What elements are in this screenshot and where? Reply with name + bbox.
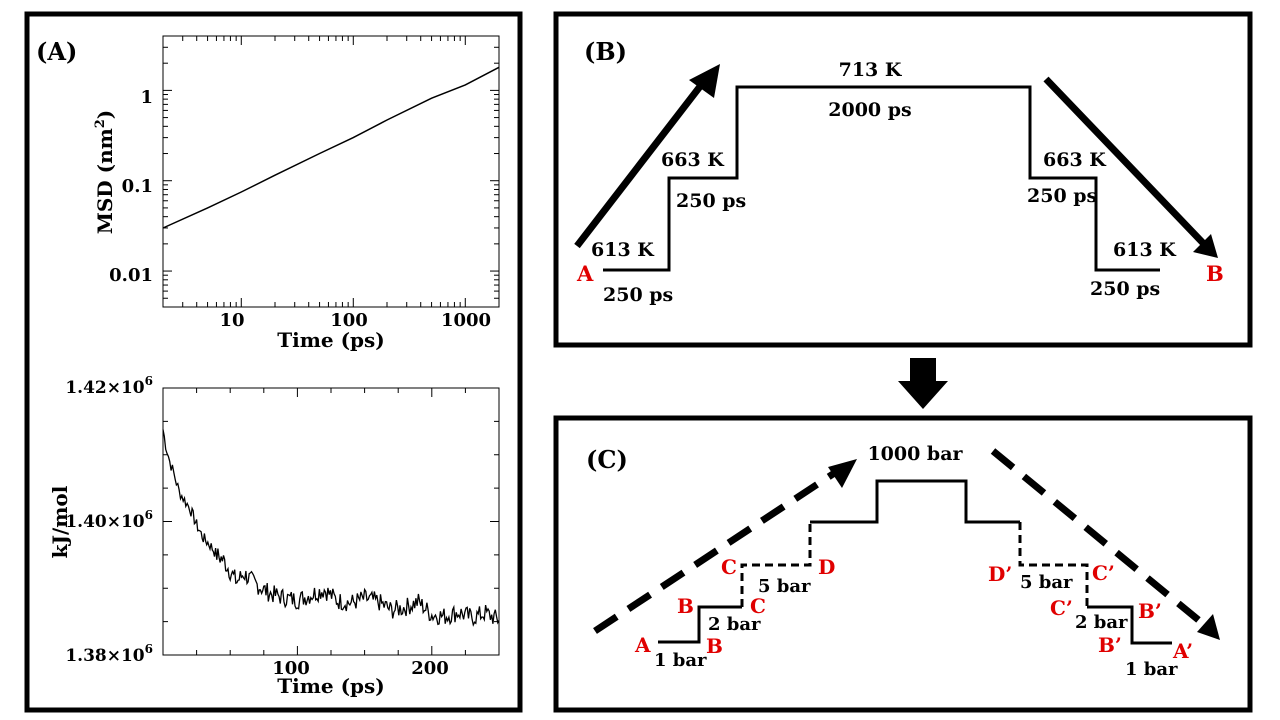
energy-y-axis-label: kJ/mol	[48, 485, 72, 558]
left-point-b-lower: B	[706, 634, 723, 658]
decompression-arrow-shaft	[990, 448, 1210, 630]
svg-text:MSD (nm2): MSD (nm2)	[93, 110, 117, 235]
pressure-steps-right-dashed	[1018, 522, 1089, 607]
panel-c: (C) 1000 bar A 1 bar B B 2 bar C C 5 bar…	[553, 415, 1253, 713]
energy-y-tick-1-38: 1.38×106	[65, 642, 153, 666]
msd-x-tick-10: 10	[219, 310, 244, 331]
right-1-bar: 1 bar	[1125, 659, 1178, 680]
right-5-bar: 5 bar	[1020, 572, 1073, 593]
step1-time: 250 ps	[603, 284, 673, 306]
left-1-bar: 1 bar	[654, 650, 707, 671]
msd-y-label-sup: 2	[93, 119, 108, 128]
step5-temp: 613 K	[1113, 239, 1177, 261]
right-point-c-upper: C’	[1092, 561, 1115, 585]
msd-y-tick-1: 1	[140, 87, 153, 108]
left-point-b-upper: B	[677, 594, 694, 618]
msd-y-label-main: MSD (nm	[93, 128, 117, 234]
right-point-b-lower: B’	[1098, 633, 1122, 657]
decompression-arrow-head	[1197, 614, 1220, 640]
compression-arrow-head	[828, 459, 857, 488]
panel-a-frame	[24, 11, 523, 713]
msd-y-axis-label: MSD (nm2)	[93, 110, 117, 235]
energy-x-tick-100: 100	[272, 658, 310, 679]
right-2-bar: 2 bar	[1075, 612, 1128, 633]
down-arrow-icon	[898, 358, 948, 409]
msd-y-tick-0-01: 0.01	[109, 265, 153, 286]
panel-c-label: (C)	[586, 445, 628, 474]
left-point-c-lower: C	[750, 594, 766, 618]
energy-x-tick-200: 200	[411, 658, 449, 679]
msd-y-label-close: )	[93, 110, 117, 119]
panel-b-label: (B)	[584, 37, 627, 66]
right-point-c-lower: C’	[1050, 596, 1073, 620]
step3-time: 2000 ps	[828, 99, 911, 121]
top-pressure-label: 1000 bar	[867, 443, 963, 465]
point-b: B	[1206, 261, 1224, 286]
left-point-a: A	[634, 633, 651, 657]
step5-time: 250 ps	[1090, 278, 1160, 300]
msd-x-tick-1000: 1000	[441, 310, 491, 331]
energy-plot-frame	[162, 387, 500, 656]
step4-temp: 663 K	[1043, 149, 1107, 171]
left-point-c-upper: C	[721, 555, 737, 579]
step4-time: 250 ps	[1027, 185, 1097, 207]
msd-series-line	[162, 66, 500, 229]
temperature-profile-line	[603, 85, 1160, 272]
energy-x-axis-label: Time (ps)	[277, 674, 385, 698]
energy-chart: 100 200 Time (ps) 1.38×106 1.40×106 1.42…	[48, 374, 500, 698]
compression-arrow-shaft	[593, 465, 844, 634]
panel-b: (B) A B 613 K 250 ps 663 K 250 ps 713 K …	[553, 11, 1253, 348]
energy-y-tick-1-42: 1.42×106	[65, 374, 153, 398]
left-2-bar: 2 bar	[708, 614, 761, 635]
panel-b-frame	[553, 11, 1253, 348]
step3-temp: 713 K	[839, 59, 903, 81]
msd-y-tick-0-1: 0.1	[122, 176, 153, 197]
step2-time: 250 ps	[676, 190, 746, 212]
left-point-d: D	[818, 555, 835, 579]
energy-data-marks	[162, 387, 500, 656]
msd-x-axis-label: Time (ps)	[277, 328, 385, 352]
left-5-bar: 5 bar	[758, 576, 811, 597]
msd-chart: 10 100 1000 0.01 0.1 1 Time (ps) MSD (nm…	[93, 35, 500, 352]
heating-arrow-head	[689, 64, 720, 98]
energy-series-line	[162, 429, 500, 627]
heating-arrow-shaft	[574, 77, 708, 249]
pressure-plateau	[810, 479, 1020, 524]
panel-a-label: (A)	[36, 37, 77, 66]
step2-temp: 663 K	[661, 149, 725, 171]
msd-x-tick-100: 100	[330, 310, 368, 331]
panel-c-frame	[553, 415, 1253, 713]
msd-data-marks	[162, 35, 500, 308]
point-a: A	[576, 261, 594, 286]
pressure-steps-right-solid	[1087, 605, 1172, 645]
right-point-b-upper: B’	[1138, 599, 1162, 623]
cooling-arrow-shaft	[1043, 76, 1206, 246]
pressure-steps-left-dashed	[740, 522, 812, 607]
step1-temp: 613 K	[591, 239, 655, 261]
energy-y-tick-1-40: 1.40×106	[65, 508, 153, 532]
cooling-arrow-head	[1193, 234, 1218, 258]
msd-plot-frame	[162, 35, 500, 308]
right-point-d: D’	[988, 562, 1012, 586]
panel-a: (A) 10 100 1000 0.01 0.1 1 Time (ps) MSD…	[24, 11, 523, 713]
pressure-steps-left-solid	[658, 605, 742, 644]
right-point-a: A’	[1172, 639, 1193, 663]
